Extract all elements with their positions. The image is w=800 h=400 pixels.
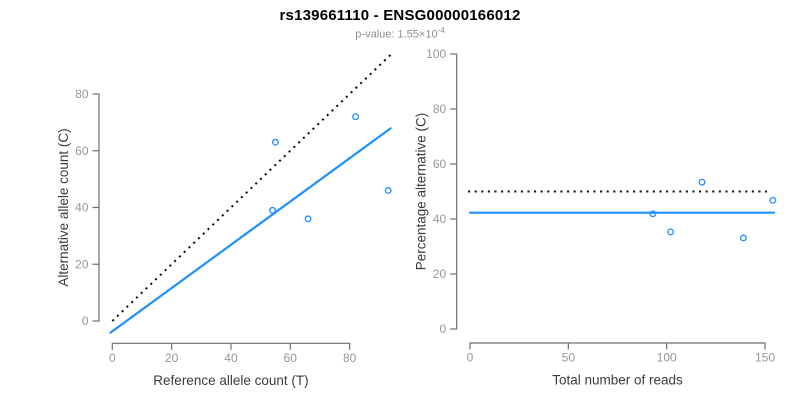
- y-tick-label: 0: [82, 314, 89, 328]
- x-tick-label: 60: [284, 351, 298, 365]
- data-point-circle: [769, 196, 777, 204]
- data-point-circle: [698, 178, 706, 186]
- x-tick-label: 150: [755, 351, 775, 365]
- x-tick-label: 50: [562, 351, 576, 365]
- p-value-exponent: -4: [437, 26, 445, 35]
- y-tick-label: 20: [433, 267, 447, 281]
- p-value-text: p-value: 1.55×10: [355, 28, 438, 41]
- y-axis-title: Alternative allele count (C): [56, 128, 71, 286]
- y-tick-label: 100: [426, 47, 446, 61]
- y-axis-title: Percentage alternative (C): [414, 113, 429, 271]
- y-tick-label: 80: [75, 87, 89, 101]
- x-tick-label: 100: [657, 351, 677, 365]
- x-axis-title: Total number of reads: [552, 373, 683, 388]
- plot-header: rs139661110 - ENSG00000166012 p-value: 1…: [0, 0, 800, 41]
- x-tick-label: 0: [467, 351, 474, 365]
- data-point-circle: [667, 228, 675, 236]
- y-tick-label: 40: [433, 212, 447, 226]
- identity-line: [111, 54, 392, 322]
- x-tick-label: 40: [224, 351, 238, 365]
- x-tick-label: 0: [109, 351, 116, 365]
- x-axis-title: Reference allele count (T): [153, 373, 308, 388]
- p-value-label: p-value: 1.55×10-4: [0, 26, 800, 41]
- y-tick-label: 80: [433, 102, 447, 116]
- y-tick-label: 20: [75, 257, 89, 271]
- data-point-circle: [384, 187, 392, 194]
- data-point-circle: [269, 206, 276, 214]
- y-tick-label: 60: [75, 144, 89, 158]
- data-point-circle: [649, 210, 657, 218]
- y-tick-label: 60: [433, 157, 447, 171]
- x-tick-label: 80: [343, 351, 357, 365]
- data-point-circle: [304, 215, 312, 223]
- data-point-circle: [272, 138, 279, 146]
- y-tick-label: 0: [440, 322, 447, 336]
- y-tick-label: 40: [75, 201, 89, 215]
- panel-percentage-vs-reads: 0 50 100 150 0 20 40 60 80 100 Total number of rea…: [414, 47, 777, 388]
- data-point-circle: [352, 113, 360, 121]
- plot-title: rs139661110 - ENSG00000166012: [279, 7, 521, 24]
- fit-line: [109, 127, 392, 334]
- x-tick-label: 20: [165, 351, 179, 365]
- data-point-circle: [739, 234, 747, 242]
- panel-allele-counts: 0 20 40 60 80 0 20 40 60 80 Reference allele count…: [56, 54, 392, 388]
